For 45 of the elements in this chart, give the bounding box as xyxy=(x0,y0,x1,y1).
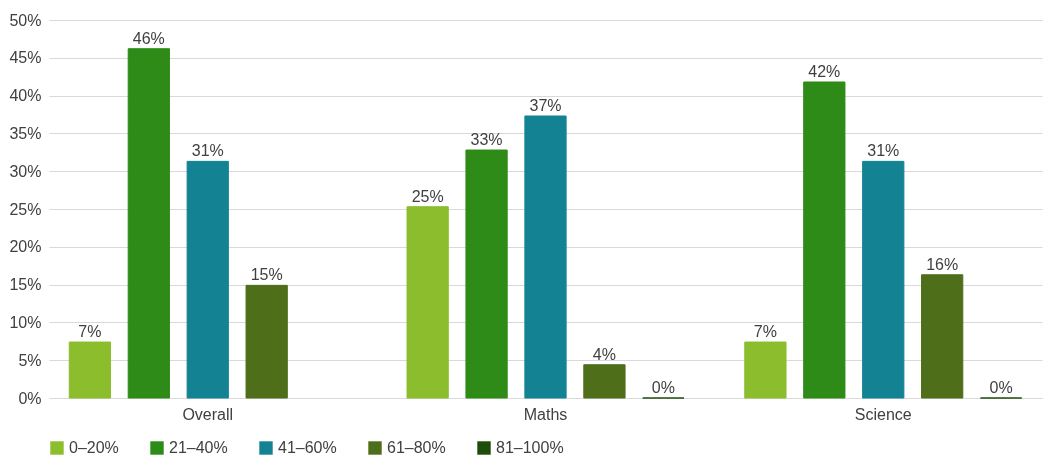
data-label: 42% xyxy=(808,62,841,80)
data-label: 37% xyxy=(529,97,562,115)
data-label: 0% xyxy=(989,379,1013,396)
bar xyxy=(245,284,288,399)
legend-label: 0–20% xyxy=(69,439,119,456)
y-tick-label: 35% xyxy=(9,124,42,142)
bar xyxy=(406,206,449,399)
bar xyxy=(186,160,229,399)
data-label: 25% xyxy=(411,187,444,205)
bar xyxy=(465,149,508,399)
data-label: 4% xyxy=(592,345,616,363)
bar xyxy=(921,274,964,399)
y-tick-label: 25% xyxy=(9,200,42,218)
y-tick-label: 40% xyxy=(9,87,42,105)
y-tick-label: 50% xyxy=(9,11,42,29)
data-label: 15% xyxy=(250,266,283,284)
bar xyxy=(524,115,567,399)
y-tick-label: 10% xyxy=(9,313,42,331)
y-tick-label: 20% xyxy=(9,238,42,256)
data-label: 33% xyxy=(470,131,503,149)
x-tick-label: Maths xyxy=(523,405,568,423)
y-tick-label: 15% xyxy=(9,276,42,294)
data-label: 7% xyxy=(753,323,777,341)
data-label: 31% xyxy=(191,142,224,160)
data-label: 46% xyxy=(132,29,165,47)
y-tick-label: 0% xyxy=(18,389,42,407)
data-label: 31% xyxy=(867,142,900,160)
x-tick-label: Overall xyxy=(182,405,234,423)
bar xyxy=(744,341,787,399)
bar xyxy=(862,160,905,399)
data-label: 7% xyxy=(78,323,102,341)
y-tick-label: 30% xyxy=(9,162,42,180)
bar xyxy=(68,341,112,399)
x-tick-label: Science xyxy=(854,405,912,423)
y-tick-label: 5% xyxy=(18,351,42,369)
legend-label: 41–60% xyxy=(278,439,337,456)
bar xyxy=(127,48,170,399)
legend-label: 61–80% xyxy=(387,439,446,456)
y-tick-label: 45% xyxy=(9,49,42,67)
legend-label: 81–100% xyxy=(496,439,564,456)
bar xyxy=(583,364,626,399)
legend-label: 21–40% xyxy=(169,439,228,456)
data-label: 0% xyxy=(651,379,675,396)
data-label: 16% xyxy=(926,255,959,273)
bar xyxy=(803,81,846,399)
